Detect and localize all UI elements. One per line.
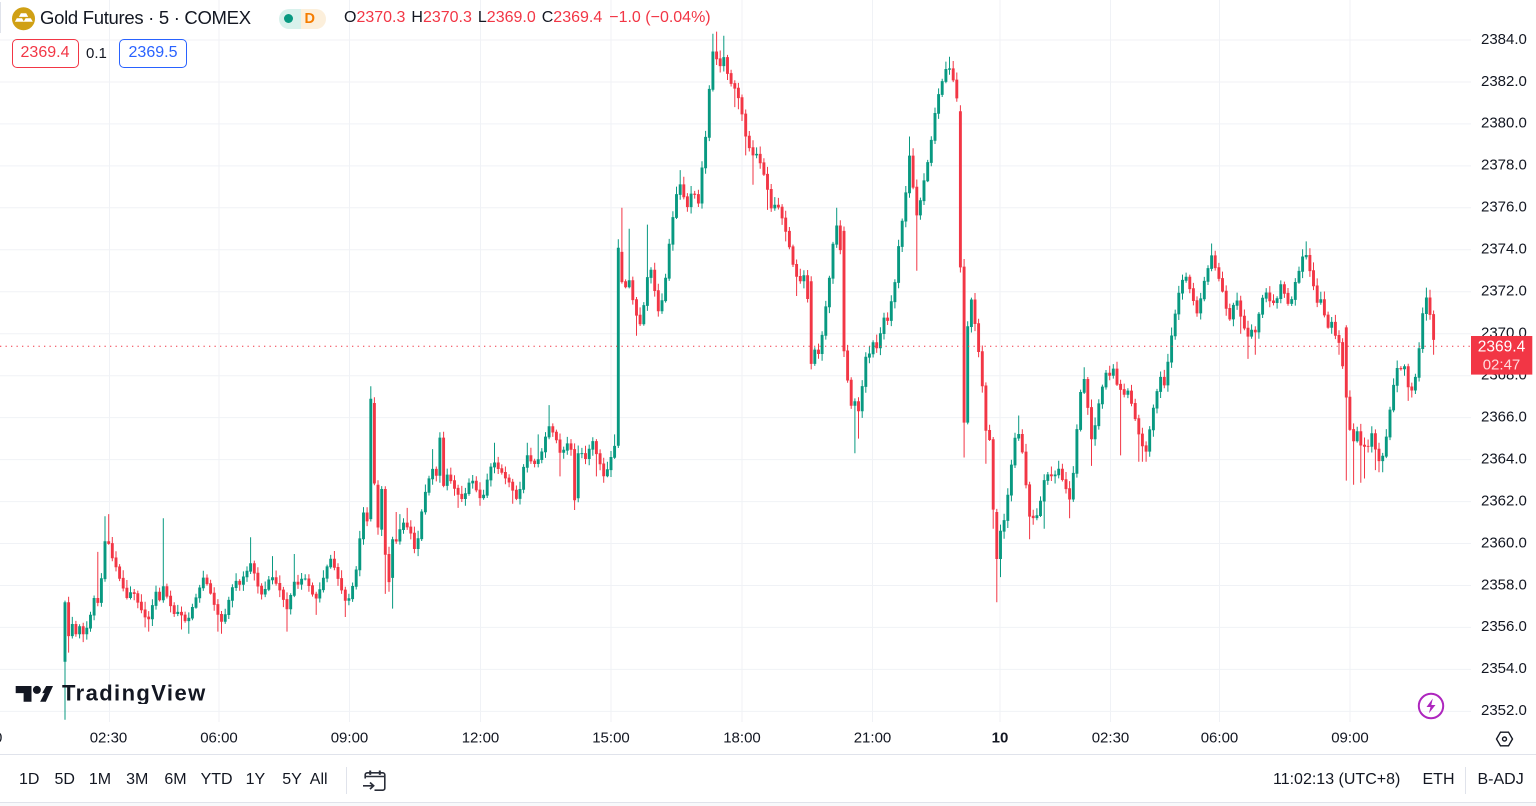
svg-text:2360.0: 2360.0 xyxy=(1481,534,1527,551)
svg-text:2380.0: 2380.0 xyxy=(1481,115,1527,132)
svg-text:02:47: 02:47 xyxy=(1483,357,1521,374)
svg-text:21:00: 21:00 xyxy=(854,730,892,747)
svg-text:2372.0: 2372.0 xyxy=(1481,283,1527,300)
svg-text:06:00: 06:00 xyxy=(1201,730,1239,747)
svg-text:2356.0: 2356.0 xyxy=(1481,618,1527,635)
svg-text:06:00: 06:00 xyxy=(200,730,238,747)
svg-text:02:30: 02:30 xyxy=(90,730,128,747)
svg-text:2354.0: 2354.0 xyxy=(1481,660,1527,677)
svg-text:2374.0: 2374.0 xyxy=(1481,241,1527,258)
svg-text:2384.0: 2384.0 xyxy=(1481,31,1527,48)
svg-text:2378.0: 2378.0 xyxy=(1481,157,1527,174)
svg-text:02:30: 02:30 xyxy=(1092,730,1130,747)
svg-text:18:00: 18:00 xyxy=(723,730,761,747)
svg-text:2358.0: 2358.0 xyxy=(1481,576,1527,593)
svg-text:10: 10 xyxy=(992,730,1009,747)
svg-text:TradingView: TradingView xyxy=(62,684,207,704)
svg-text:12:00: 12:00 xyxy=(462,730,500,747)
svg-text:09:00: 09:00 xyxy=(331,730,369,747)
svg-text:0: 0 xyxy=(0,730,2,747)
svg-text:2366.0: 2366.0 xyxy=(1481,408,1527,425)
svg-text:15:00: 15:00 xyxy=(592,730,630,747)
svg-text:2376.0: 2376.0 xyxy=(1481,199,1527,216)
svg-text:2369.4: 2369.4 xyxy=(1478,339,1526,356)
svg-text:2362.0: 2362.0 xyxy=(1481,492,1527,509)
svg-text:2382.0: 2382.0 xyxy=(1481,73,1527,90)
svg-text:2352.0: 2352.0 xyxy=(1481,702,1527,719)
svg-text:2364.0: 2364.0 xyxy=(1481,450,1527,467)
svg-text:09:00: 09:00 xyxy=(1331,730,1369,747)
